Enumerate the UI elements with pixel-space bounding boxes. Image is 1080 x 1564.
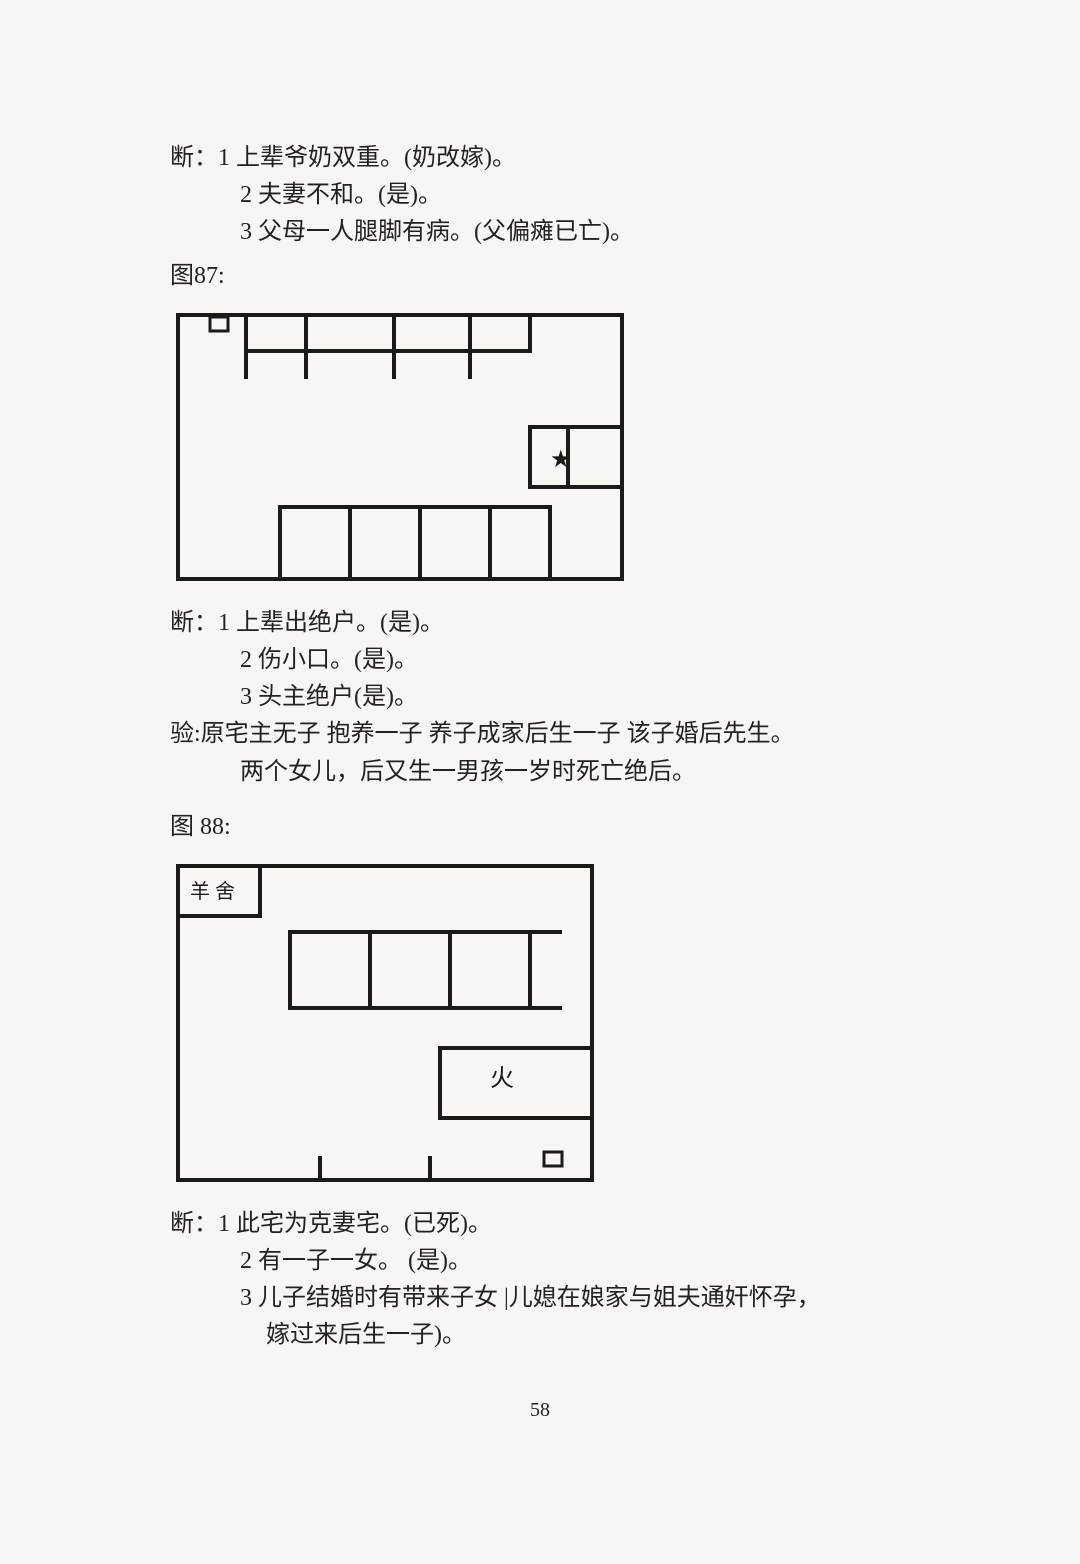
b3-l4: 嫁过来后生一子)。: [170, 1317, 910, 1354]
svg-text:火: 火: [490, 1066, 514, 1092]
diagram-88: 羊 舍火: [170, 858, 910, 1188]
b2-l5: 两个女儿，后又生一男孩一岁时死亡绝后。: [170, 754, 910, 791]
fig87-label: 图87:: [170, 258, 910, 295]
b3-l1: 断：1 此宅为克妻宅。(已死)。: [170, 1206, 910, 1243]
b2-l3: 3 头主绝户(是)。: [170, 679, 910, 716]
b3-l2: 2 有一子一女。 (是)。: [170, 1243, 910, 1280]
b2-l2: 2 伤小口。(是)。: [170, 642, 910, 679]
page-number: 58: [170, 1395, 910, 1426]
diagram-87: ★: [170, 307, 910, 587]
b2-l1: 断：1 上辈出绝户。(是)。: [170, 605, 910, 642]
b1-l2: 2 夫妻不和。(是)。: [170, 177, 910, 214]
b3-l3: 3 儿子结婚时有带来子女 |儿媳在娘家与姐夫通奸怀孕，: [170, 1280, 910, 1317]
svg-text:★: ★: [550, 447, 572, 473]
document-page: 断：1 上辈爷奶双重。(奶改嫁)。 2 夫妻不和。(是)。 3 父母一人腿脚有病…: [0, 0, 1080, 1466]
b1-l3: 3 父母一人腿脚有病。(父偏瘫已亡)。: [170, 214, 910, 251]
b1-l1: 断：1 上辈爷奶双重。(奶改嫁)。: [170, 140, 910, 177]
fig88-label: 图 88:: [170, 809, 910, 846]
b2-l4: 验:原宅主无子 抱养一子 养子成家后生一子 该子婚后先生。: [170, 716, 910, 753]
svg-text:羊 舍: 羊 舍: [190, 880, 235, 903]
